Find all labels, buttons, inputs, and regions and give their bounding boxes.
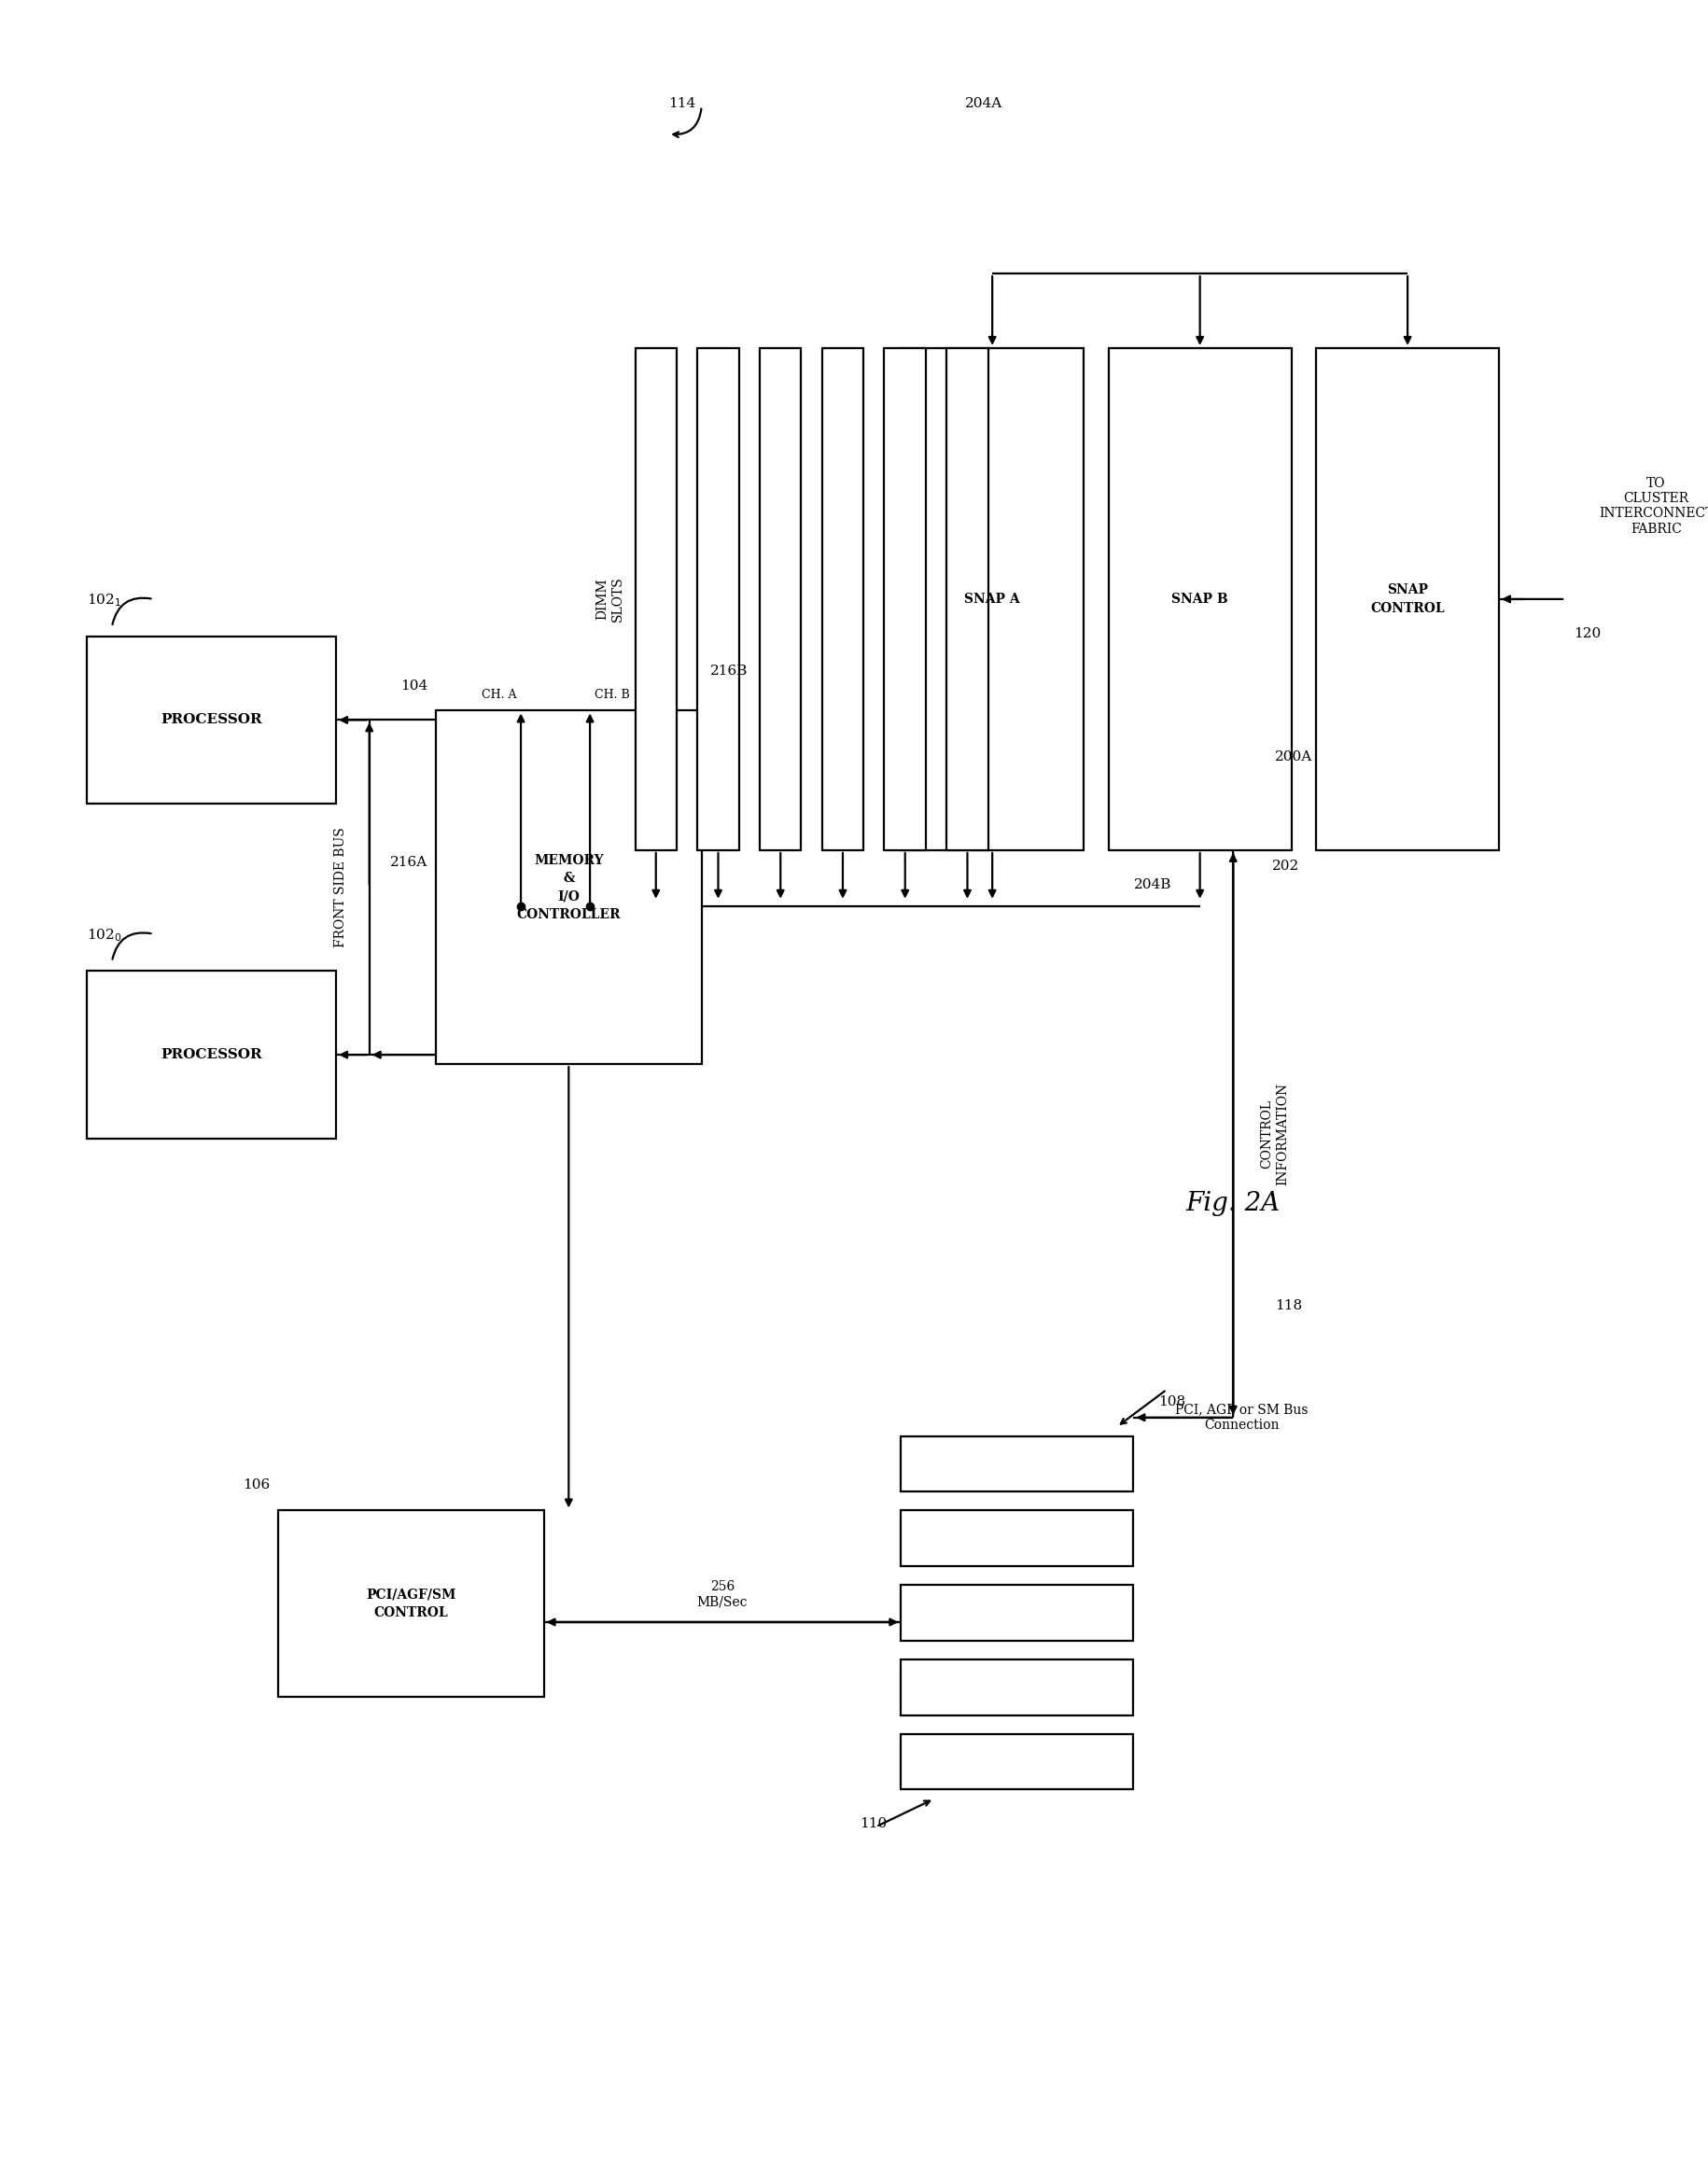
Text: MEMORY
&
I/O
CONTROLLER: MEMORY & I/O CONTROLLER (516, 854, 620, 922)
Bar (900, 1660, 1134, 1714)
Bar (900, 347, 1083, 850)
Text: PCI/AGF/SM
CONTROL: PCI/AGF/SM CONTROL (366, 1588, 456, 1618)
Bar (900, 1586, 1134, 1640)
Text: 104: 104 (400, 679, 427, 692)
Text: PROCESSOR: PROCESSOR (161, 714, 263, 727)
Text: 204A: 204A (965, 96, 1003, 109)
Text: 102$_1$: 102$_1$ (87, 592, 121, 609)
Text: 108: 108 (1158, 1396, 1185, 1409)
Text: CH. B: CH. B (594, 690, 629, 701)
Text: CH. A: CH. A (482, 690, 518, 701)
Text: CONTROL
INFORMATION: CONTROL INFORMATION (1261, 1083, 1290, 1186)
Text: Fig. 2A: Fig. 2A (1185, 1190, 1281, 1216)
Bar (760, 347, 801, 850)
Text: SNAP A: SNAP A (965, 592, 1020, 605)
Bar (946, 347, 989, 850)
Bar (436, 710, 702, 1064)
Text: 202: 202 (1272, 860, 1300, 874)
Text: DIMM
SLOTS: DIMM SLOTS (596, 577, 625, 622)
Text: 120: 120 (1573, 627, 1600, 640)
Text: FRONT SIDE BUS: FRONT SIDE BUS (333, 828, 347, 948)
Text: 106: 106 (243, 1479, 270, 1492)
Text: 216A: 216A (389, 856, 427, 869)
Text: PROCESSOR: PROCESSOR (161, 1048, 263, 1061)
Text: 216B: 216B (711, 664, 748, 677)
Bar (822, 347, 864, 850)
Bar (635, 347, 676, 850)
Bar (1108, 347, 1291, 850)
Text: 102$_0$: 102$_0$ (87, 926, 121, 943)
Text: SNAP B: SNAP B (1172, 592, 1228, 605)
Bar (900, 1511, 1134, 1566)
Text: SNAP
CONTROL: SNAP CONTROL (1370, 583, 1445, 614)
Text: 200A: 200A (1274, 751, 1312, 764)
Bar (87, 972, 336, 1138)
Bar (697, 347, 740, 850)
Bar (900, 1734, 1134, 1789)
Text: TO
CLUSTER
INTERCONNECT
FABRIC: TO CLUSTER INTERCONNECT FABRIC (1599, 476, 1708, 535)
Bar (900, 1437, 1134, 1492)
Text: PCI, AGP or SM Bus
Connection: PCI, AGP or SM Bus Connection (1175, 1404, 1308, 1431)
Text: 114: 114 (668, 96, 695, 109)
Text: 110: 110 (859, 1817, 886, 1830)
Bar (1317, 347, 1500, 850)
Text: 204B: 204B (1134, 878, 1172, 891)
Bar (885, 347, 926, 850)
Bar (278, 1511, 543, 1697)
Bar (87, 636, 336, 804)
Text: 118: 118 (1274, 1299, 1301, 1313)
Text: 256
MB/Sec: 256 MB/Sec (697, 1579, 748, 1607)
